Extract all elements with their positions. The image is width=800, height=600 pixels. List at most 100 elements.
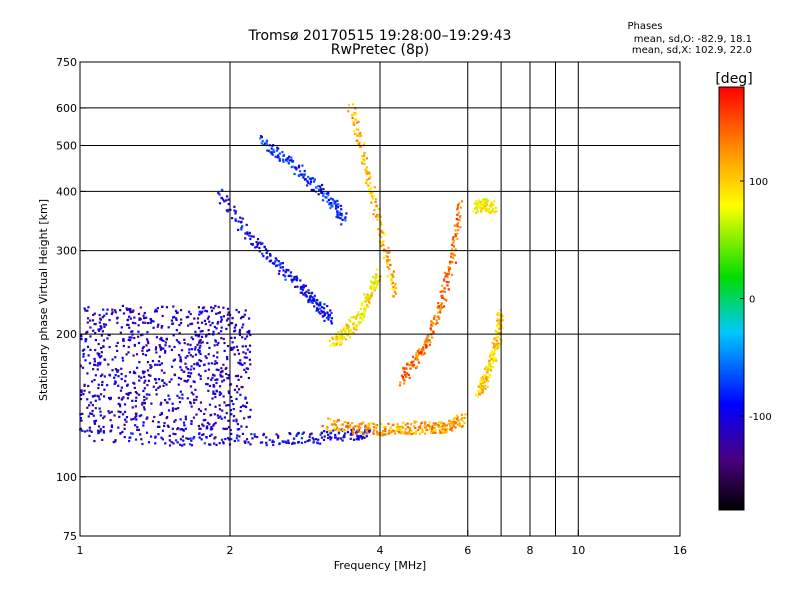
data-point bbox=[248, 344, 252, 347]
data-point bbox=[93, 312, 96, 315]
data-point bbox=[381, 434, 384, 437]
data-point bbox=[133, 336, 136, 340]
data-point bbox=[223, 200, 226, 203]
data-point bbox=[303, 178, 307, 181]
data-point bbox=[346, 324, 349, 328]
data-point bbox=[199, 359, 203, 363]
data-point bbox=[437, 311, 440, 314]
data-point bbox=[389, 273, 392, 276]
data-point bbox=[140, 438, 143, 441]
data-point bbox=[130, 336, 133, 339]
data-point bbox=[370, 292, 373, 296]
data-point bbox=[454, 235, 457, 238]
data-point bbox=[220, 438, 224, 441]
data-point bbox=[456, 423, 460, 426]
data-point bbox=[114, 440, 117, 443]
data-point bbox=[143, 381, 146, 384]
data-point bbox=[220, 316, 223, 319]
data-point bbox=[129, 436, 132, 439]
data-point bbox=[227, 374, 230, 377]
chart-title: Tromsø 20170515 19:28:00–19:29:43 bbox=[248, 28, 512, 44]
data-point bbox=[479, 377, 483, 380]
data-point bbox=[326, 312, 329, 315]
data-point bbox=[321, 315, 324, 318]
data-point bbox=[179, 359, 182, 362]
data-point bbox=[172, 334, 175, 337]
data-point bbox=[388, 259, 391, 262]
data-point bbox=[457, 218, 460, 221]
data-point bbox=[100, 334, 103, 337]
data-point bbox=[188, 443, 192, 446]
data-point bbox=[107, 363, 110, 366]
data-point bbox=[336, 205, 340, 209]
data-point bbox=[290, 275, 293, 278]
data-point bbox=[103, 325, 106, 328]
data-point bbox=[142, 345, 145, 349]
data-point bbox=[378, 213, 381, 216]
data-point bbox=[386, 261, 389, 264]
data-point bbox=[238, 331, 241, 335]
data-point bbox=[96, 368, 99, 371]
data-point bbox=[330, 436, 333, 439]
data-point bbox=[313, 305, 316, 308]
data-point bbox=[226, 210, 229, 213]
data-point bbox=[450, 253, 453, 256]
data-point bbox=[333, 436, 337, 439]
data-point bbox=[361, 313, 364, 316]
data-point bbox=[90, 430, 93, 433]
data-point bbox=[178, 396, 181, 399]
data-point bbox=[161, 429, 165, 432]
data-point bbox=[199, 338, 202, 342]
data-point bbox=[487, 367, 490, 370]
data-point bbox=[355, 121, 359, 124]
data-point bbox=[287, 441, 290, 445]
data-point bbox=[441, 294, 444, 298]
data-point bbox=[179, 418, 182, 421]
data-point bbox=[302, 176, 305, 179]
data-point bbox=[227, 311, 230, 314]
data-point bbox=[319, 312, 322, 315]
data-point bbox=[456, 208, 459, 211]
data-point bbox=[330, 317, 334, 320]
data-point bbox=[198, 349, 201, 353]
data-point bbox=[218, 311, 222, 314]
data-point bbox=[368, 427, 372, 430]
data-point bbox=[431, 336, 434, 339]
data-point bbox=[385, 262, 389, 266]
data-point bbox=[199, 330, 202, 333]
data-point bbox=[220, 367, 223, 370]
data-point bbox=[413, 431, 416, 435]
data-point bbox=[415, 430, 418, 433]
data-point bbox=[489, 212, 492, 215]
data-point bbox=[454, 233, 457, 236]
data-point bbox=[304, 441, 307, 444]
data-point bbox=[355, 424, 359, 428]
data-point bbox=[170, 348, 174, 352]
data-point bbox=[479, 382, 482, 385]
data-point bbox=[451, 273, 454, 277]
data-point bbox=[392, 295, 395, 298]
data-point bbox=[325, 192, 328, 195]
data-point bbox=[81, 412, 84, 415]
data-point bbox=[90, 380, 94, 383]
data-point bbox=[160, 362, 163, 365]
data-point bbox=[193, 435, 196, 439]
data-point bbox=[348, 426, 352, 429]
data-point bbox=[294, 285, 297, 288]
data-point bbox=[372, 275, 375, 278]
data-point bbox=[329, 309, 332, 312]
data-point bbox=[131, 330, 134, 333]
data-point bbox=[352, 123, 355, 126]
data-point bbox=[87, 384, 90, 388]
data-point bbox=[241, 404, 245, 407]
data-point bbox=[123, 436, 126, 439]
data-point bbox=[366, 172, 369, 175]
data-point bbox=[111, 308, 114, 311]
data-point bbox=[343, 432, 347, 435]
data-point bbox=[82, 393, 85, 396]
data-point bbox=[337, 338, 340, 341]
data-point bbox=[201, 341, 204, 344]
data-point bbox=[173, 315, 176, 319]
data-point bbox=[417, 354, 420, 357]
data-point bbox=[433, 426, 436, 430]
